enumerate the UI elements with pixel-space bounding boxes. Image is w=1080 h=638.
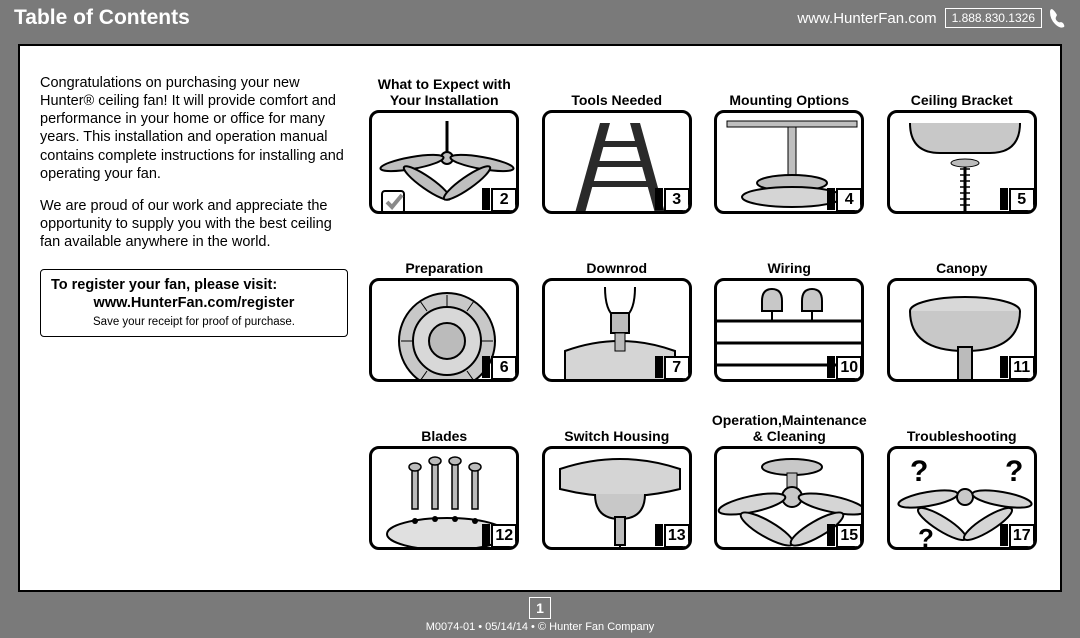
tile-title: Mounting Options: [729, 74, 849, 108]
toc-tile: Troubleshooting ? ? ? 17: [884, 410, 1041, 570]
tile-thumb-wiring: 10: [714, 278, 864, 382]
tile-title: Preparation: [405, 242, 483, 276]
tile-thumb-canopy: 11: [887, 278, 1037, 382]
tile-page: 13: [664, 524, 690, 548]
tile-page: 17: [1009, 524, 1035, 548]
tile-thumb-installation: 2: [369, 110, 519, 214]
tile-page: 2: [491, 188, 517, 212]
page-title: Table of Contents: [14, 6, 797, 30]
tile-title: Ceiling Bracket: [911, 74, 1013, 108]
toc-tile: Ceiling Bracket 5: [884, 74, 1041, 234]
tile-page: 6: [491, 356, 517, 380]
register-note: Save your receipt for proof of purchase.: [51, 315, 337, 329]
page: Table of Contents www.HunterFan.com 1.88…: [0, 0, 1080, 638]
tile-page: 3: [664, 188, 690, 212]
toc-tile: Switch Housing 13: [539, 410, 696, 570]
tile-thumb-troubleshooting: ? ? ? 17: [887, 446, 1037, 550]
tile-page: 15: [836, 524, 862, 548]
tile-thumb-operation: 15: [714, 446, 864, 550]
toc-tile: Canopy 11: [884, 242, 1041, 402]
tile-thumb-tools: 3: [542, 110, 692, 214]
footer-page-number: 1: [529, 597, 551, 619]
tile-title: Troubleshooting: [907, 410, 1017, 444]
toc-tile: Blades 12: [366, 410, 523, 570]
tile-page: 11: [1009, 356, 1035, 380]
intro-column: Congratulations on purchasing your new H…: [40, 74, 348, 570]
tile-thumb-preparation: 6: [369, 278, 519, 382]
header-phone: 1.888.830.1326: [945, 8, 1042, 28]
tile-title: Blades: [421, 410, 467, 444]
register-url: www.HunterFan.com/register: [51, 294, 337, 312]
tile-page: 4: [836, 188, 862, 212]
header-url: www.HunterFan.com: [797, 10, 936, 27]
footer-meta: M0074-01 • 05/14/14 • © Hunter Fan Compa…: [426, 621, 655, 633]
tile-page: 7: [664, 356, 690, 380]
toc-tile: Tools Needed 3: [539, 74, 696, 234]
intro-paragraph-2: We are proud of our work and appreciate …: [40, 197, 348, 251]
header-bar: Table of Contents www.HunterFan.com 1.88…: [0, 0, 1080, 34]
toc-tile: Mounting Options 4: [711, 74, 868, 234]
tile-title: Downrod: [586, 242, 647, 276]
toc-tile: Downrod 7: [539, 242, 696, 402]
tile-title: Operation,Maintenance & Cleaning: [712, 410, 867, 444]
intro-paragraph-1: Congratulations on purchasing your new H…: [40, 74, 348, 183]
tile-thumb-mounting: 4: [714, 110, 864, 214]
toc-grid: What to Expect with Your Installation 2: [366, 74, 1040, 570]
toc-tile: Operation,Maintenance & Cleaning 15: [711, 410, 868, 570]
tile-thumb-switch: 13: [542, 446, 692, 550]
toc-tile: Wiring 10: [711, 242, 868, 402]
tile-page: 10: [836, 356, 862, 380]
register-title: To register your fan, please visit:: [51, 276, 337, 294]
tile-page: 12: [491, 524, 517, 548]
tile-title: Tools Needed: [571, 74, 662, 108]
tile-thumb-downrod: 7: [542, 278, 692, 382]
tile-title: Canopy: [936, 242, 987, 276]
svg-text:?: ?: [910, 455, 928, 488]
tile-thumb-blades: 12: [369, 446, 519, 550]
register-box: To register your fan, please visit: www.…: [40, 269, 348, 337]
toc-tile: Preparation 6: [366, 242, 523, 402]
tile-title: Switch Housing: [564, 410, 669, 444]
svg-text:?: ?: [918, 523, 934, 550]
tile-thumb-bracket: 5: [887, 110, 1037, 214]
toc-tile: What to Expect with Your Installation 2: [366, 74, 523, 234]
tile-title: Wiring: [768, 242, 811, 276]
phone-icon: [1048, 7, 1066, 29]
footer: 1 M0074-01 • 05/14/14 • © Hunter Fan Com…: [0, 592, 1080, 638]
tile-title: What to Expect with Your Installation: [378, 74, 511, 108]
svg-text:?: ?: [1005, 455, 1023, 488]
tile-page: 5: [1009, 188, 1035, 212]
content-panel: Congratulations on purchasing your new H…: [18, 44, 1062, 592]
